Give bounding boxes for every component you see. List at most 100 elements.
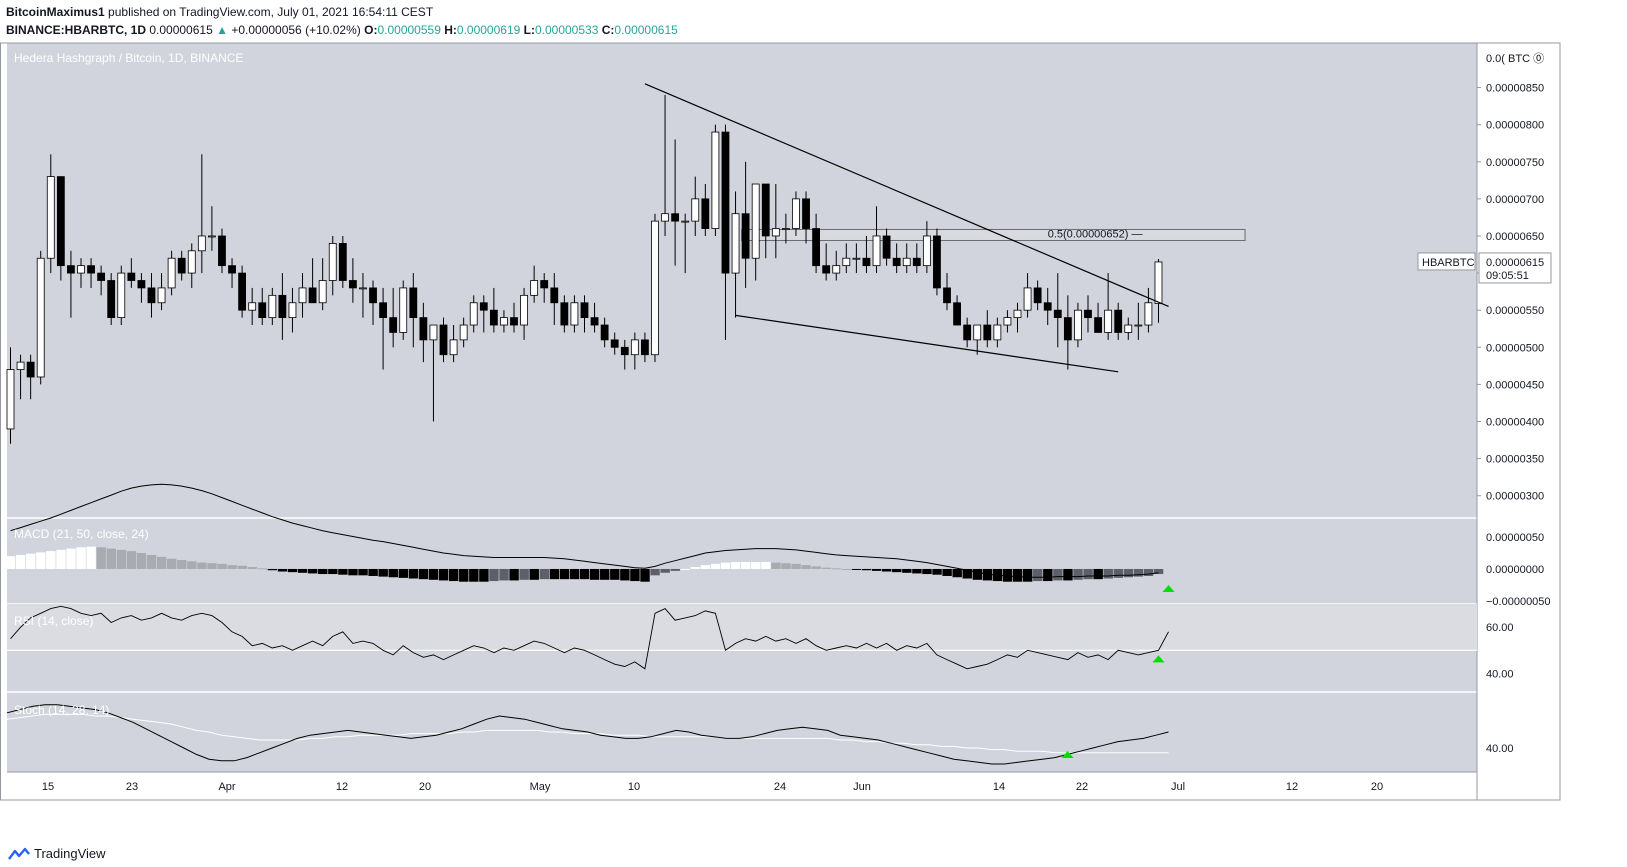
candle-down	[701, 198, 710, 229]
rsi-line	[10, 605, 1169, 670]
close-label: C:	[601, 23, 615, 37]
footer-brand[interactable]: TradingView	[34, 846, 106, 861]
macd-histogram-bar	[720, 562, 731, 569]
candle-up	[1104, 309, 1113, 333]
macd-histogram-bar	[287, 568, 298, 573]
macd-histogram-bar	[469, 568, 479, 582]
candle-up	[711, 131, 720, 229]
candle-up	[842, 257, 851, 267]
macd-histogram-bar	[851, 568, 862, 570]
candle-down	[822, 265, 831, 274]
candle-down	[1063, 317, 1072, 341]
x-tick-label: 12	[336, 781, 348, 793]
macd-histogram-bar	[156, 556, 167, 569]
y-axis-unit-label: 0.0( BTC ⓪	[1486, 52, 1544, 65]
y-tick-label: 0.00000550	[1486, 305, 1544, 317]
candle-down	[107, 280, 116, 319]
macd-histogram-bar	[328, 568, 338, 575]
macd-histogram-bar	[1033, 568, 1043, 582]
macd-histogram-bar	[730, 561, 741, 569]
symbol-tag-text: HBARBTC	[1422, 257, 1475, 269]
macd-histogram-bar	[1133, 568, 1144, 577]
candle-down	[590, 317, 599, 326]
candle-down	[721, 131, 730, 274]
time-axis-background	[7, 772, 1477, 800]
macd-line	[10, 483, 1159, 578]
rsi-bullish-signal-icon	[1152, 655, 1165, 663]
low-label: L:	[523, 23, 535, 37]
stoch-bullish-signal-icon	[1061, 751, 1074, 758]
macd-histogram-bar	[982, 568, 993, 581]
macd-histogram-bar	[277, 568, 288, 572]
macd-histogram-bar	[781, 563, 791, 569]
candle-up	[771, 228, 780, 237]
macd-histogram-bar	[902, 568, 912, 573]
macd-histogram-bar	[871, 568, 882, 571]
candle-up	[77, 265, 85, 274]
macd-histogram-bar	[187, 561, 197, 569]
y-tick-label: 0.00000500	[1486, 342, 1544, 354]
macd-histogram-bar	[1113, 568, 1123, 578]
candle-up	[691, 198, 700, 222]
candle-down	[137, 280, 146, 289]
macd-histogram-bar	[167, 558, 177, 569]
candle-down	[127, 272, 136, 281]
x-tick-label: 24	[774, 781, 786, 793]
macd-histogram-bar	[207, 563, 217, 569]
candle-up	[399, 287, 408, 333]
candle-down	[812, 228, 820, 267]
candle-up	[530, 280, 539, 296]
macd-label: MACD (21, 50, close, 24)	[14, 527, 149, 541]
macd-histogram-bar	[66, 548, 76, 569]
candle-up	[459, 324, 468, 341]
stoch-k-line	[6, 704, 1169, 765]
macd-histogram-bar	[751, 561, 761, 569]
macd-histogram-bar	[1063, 568, 1073, 581]
macd-histogram-bar	[1002, 568, 1013, 582]
macd-histogram-bar	[962, 568, 972, 579]
candle-up	[157, 287, 166, 304]
macd-histogram-bar	[650, 568, 660, 576]
macd-histogram-bar	[15, 554, 26, 569]
ohlc-legend: BINANCE:HBARBTC, 1D 0.00000615 ▲ +0.0000…	[6, 23, 678, 37]
macd-histogram-bar	[680, 568, 690, 570]
macd-histogram-bar	[267, 568, 278, 571]
y-tick-label: 0.00000450	[1486, 379, 1544, 391]
candle-up	[117, 272, 126, 319]
candle-down	[933, 235, 941, 289]
up-arrow-icon: ▲	[216, 23, 228, 37]
candle-up	[1124, 324, 1133, 333]
macd-histogram-bar	[620, 568, 630, 581]
macd-histogram-bar	[489, 568, 499, 582]
macd-histogram-bar	[96, 547, 106, 569]
macd-histogram-bar	[46, 551, 56, 569]
stoch-tick-label: 40.00	[1486, 743, 1514, 755]
candle-up	[1023, 287, 1032, 311]
macd-histogram-bar	[952, 568, 962, 578]
macd-histogram-bar	[1043, 568, 1053, 582]
candle-down	[228, 265, 236, 274]
macd-histogram-bar	[509, 568, 519, 581]
macd-histogram-bar	[670, 568, 680, 571]
macd-histogram-bar	[761, 561, 771, 569]
candle-up	[832, 265, 841, 274]
macd-histogram-bar	[1083, 568, 1093, 580]
macd-histogram-bar	[257, 568, 268, 570]
candle-down	[439, 324, 448, 356]
macd-histogram-bar	[690, 567, 701, 569]
candle-up	[681, 220, 690, 223]
last-price-tag-countdown: 09:05:51	[1486, 270, 1529, 282]
macd-histogram-bar	[368, 568, 378, 576]
y-tick-label: 0.00000650	[1486, 231, 1544, 243]
macd-histogram-bar	[36, 552, 46, 569]
candle-down	[67, 265, 75, 274]
x-tick-label: Jun	[853, 781, 871, 793]
candle-up	[751, 183, 760, 259]
author-name[interactable]: BitcoinMaximus1	[6, 5, 105, 19]
candle-up	[6, 369, 15, 430]
macd-tick-label: 0.00000050	[1486, 532, 1544, 544]
candle-down	[1114, 309, 1123, 333]
x-tick-label: Jul	[1171, 781, 1185, 793]
last-price: 0.00000615	[149, 23, 213, 37]
